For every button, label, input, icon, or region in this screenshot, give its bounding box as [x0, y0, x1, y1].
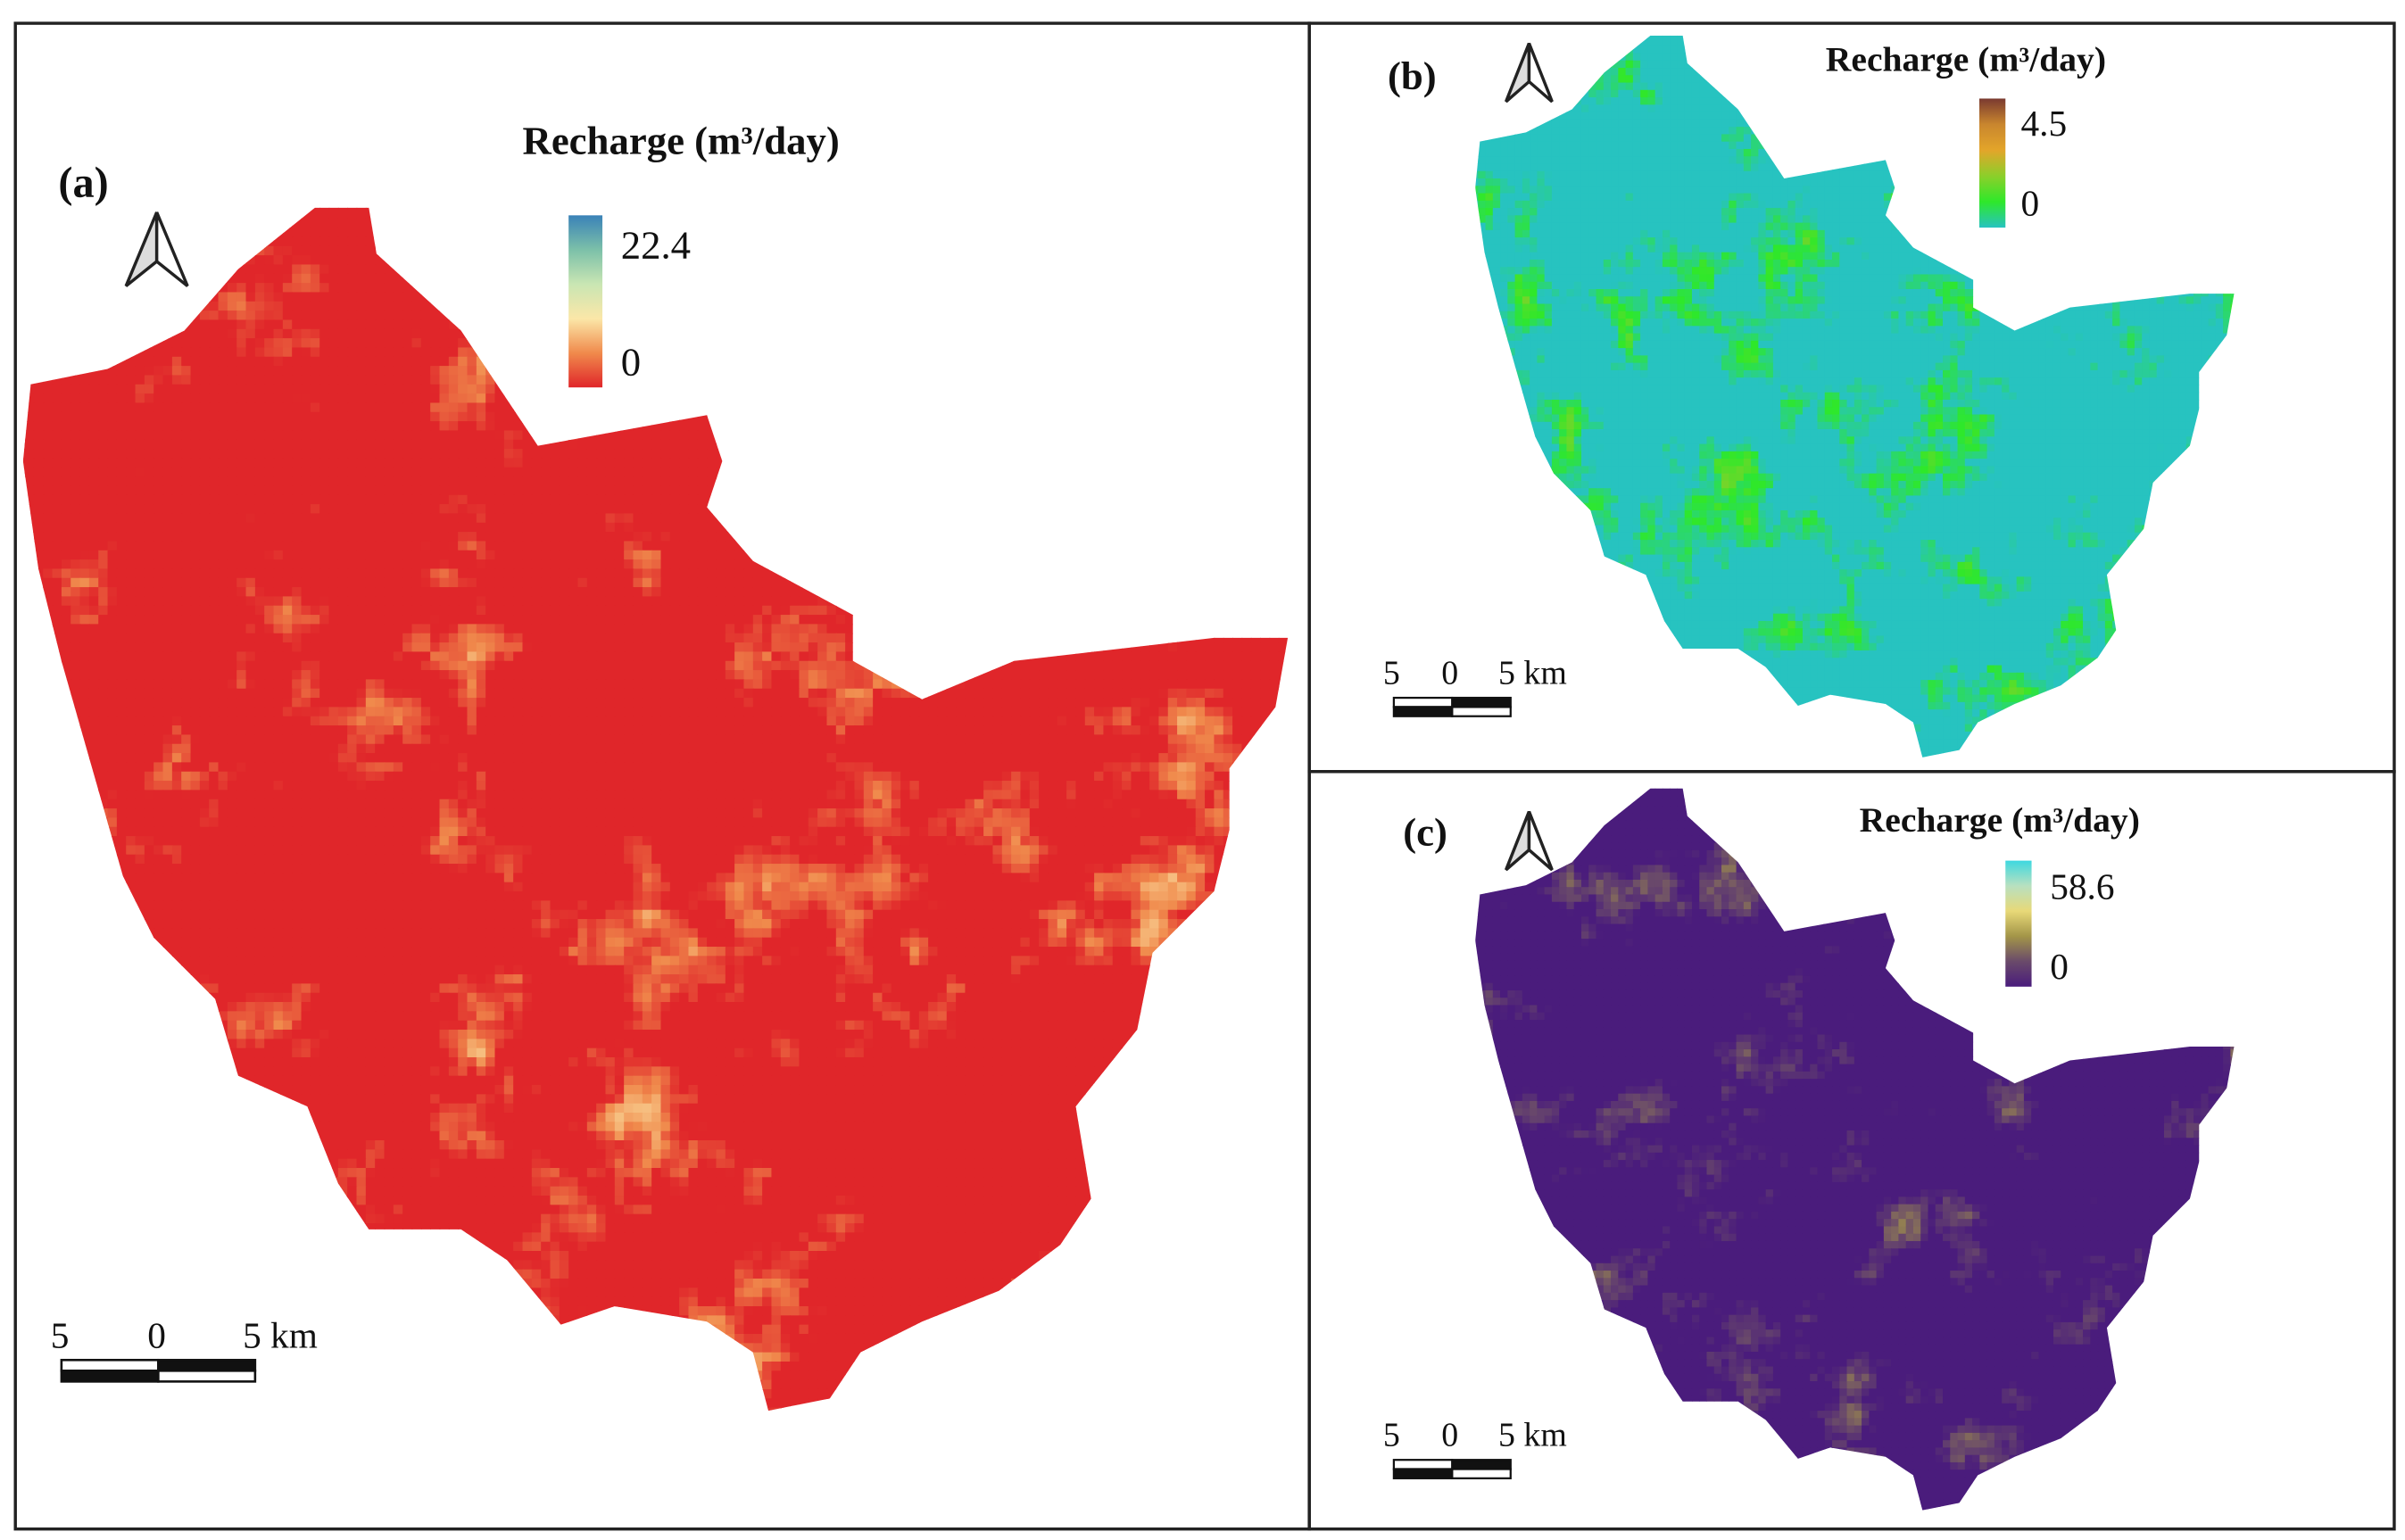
- legend-title-b: Recharge (m³/day): [1826, 39, 2106, 79]
- scale-bar-a: 5 0 5 km: [51, 1314, 318, 1383]
- north-arrow-icon: [124, 211, 189, 287]
- legend-min-c: 0: [2050, 946, 2069, 987]
- raster-cells: [22, 207, 1289, 1412]
- legend-title-c: Recharge (m³/day): [1860, 800, 2140, 840]
- legend-max-b: 4.5: [2020, 103, 2067, 144]
- panel-c-frame: [1307, 770, 2396, 1531]
- legend-min-a: 0: [621, 339, 641, 384]
- panel-label-a: (a): [58, 160, 108, 207]
- legend-max-c: 58.6: [2050, 866, 2114, 907]
- panel-label-b: (b): [1388, 54, 1437, 98]
- recharge-map-a: [22, 207, 1289, 1412]
- scale-bar-c: 5 0 5 km: [1383, 1417, 1567, 1479]
- recharge-map-c: [1475, 788, 2235, 1511]
- legend-max-a: 22.4: [621, 223, 691, 268]
- legend-title-a: Recharge (m³/day): [522, 118, 839, 162]
- legend-colorbar-c: [2005, 860, 2032, 987]
- raster-cells: [1475, 788, 2235, 1511]
- north-arrow-icon: [1505, 42, 1554, 103]
- raster-cells: [1475, 35, 2235, 758]
- legend-min-b: 0: [2020, 182, 2039, 223]
- legend-colorbar-b: [1978, 98, 2006, 228]
- recharge-map-b: [1475, 35, 2235, 758]
- panel-label-c: (c): [1403, 809, 1447, 854]
- scale-bar-b: 5 0 5 km: [1383, 655, 1567, 717]
- north-arrow-icon: [1505, 810, 1554, 872]
- legend-colorbar-a: [568, 215, 603, 388]
